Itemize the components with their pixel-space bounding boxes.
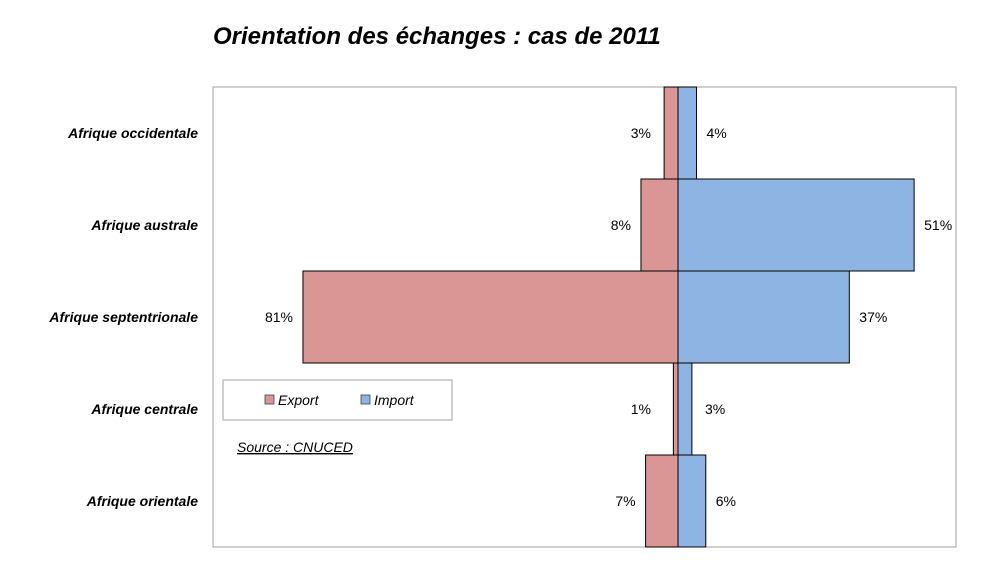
bars [302, 86, 915, 548]
category-label: Afrique australe [90, 217, 198, 233]
bar-import [677, 270, 850, 364]
category-labels: Afrique occidentale Afrique australe Afriq… [48, 125, 198, 509]
data-label-import: 4% [707, 125, 727, 141]
legend-box [222, 379, 453, 421]
data-label-export: 8% [611, 217, 631, 233]
bar-export [645, 454, 679, 548]
category-label: Afrique orientale [86, 493, 198, 509]
legend-label-export: Export [278, 392, 320, 408]
bar-export [672, 362, 679, 456]
legend-swatch-import [360, 394, 371, 405]
category-label: Afrique occidentale [67, 125, 198, 141]
source-annotation: Source : CNUCED [237, 439, 353, 455]
bar-import [677, 86, 698, 180]
bar-export [640, 178, 679, 272]
data-labels: 3% 4% 8% 51% 81% 37% 1% 3% 7% 6% [265, 125, 952, 509]
data-label-import: 51% [924, 217, 952, 233]
data-label-export: 1% [631, 401, 651, 417]
bar-import [677, 362, 693, 456]
bar-export [302, 270, 679, 364]
legend-label-import: Import [374, 392, 415, 408]
data-label-import: 6% [716, 493, 736, 509]
data-label-export: 81% [265, 309, 293, 325]
bar-export [663, 86, 679, 180]
data-label-import: 37% [859, 309, 887, 325]
category-label: Afrique septentrionale [48, 309, 198, 325]
bar-import [677, 178, 915, 272]
legend: Export Import [222, 379, 453, 421]
data-label-export: 3% [631, 125, 651, 141]
data-label-export: 7% [615, 493, 635, 509]
chart-title: Orientation des échanges : cas de 2011 [213, 23, 661, 50]
data-label-import: 3% [705, 401, 725, 417]
legend-swatch-export [264, 394, 275, 405]
bar-import [677, 454, 707, 548]
category-label: Afrique centrale [90, 401, 198, 417]
